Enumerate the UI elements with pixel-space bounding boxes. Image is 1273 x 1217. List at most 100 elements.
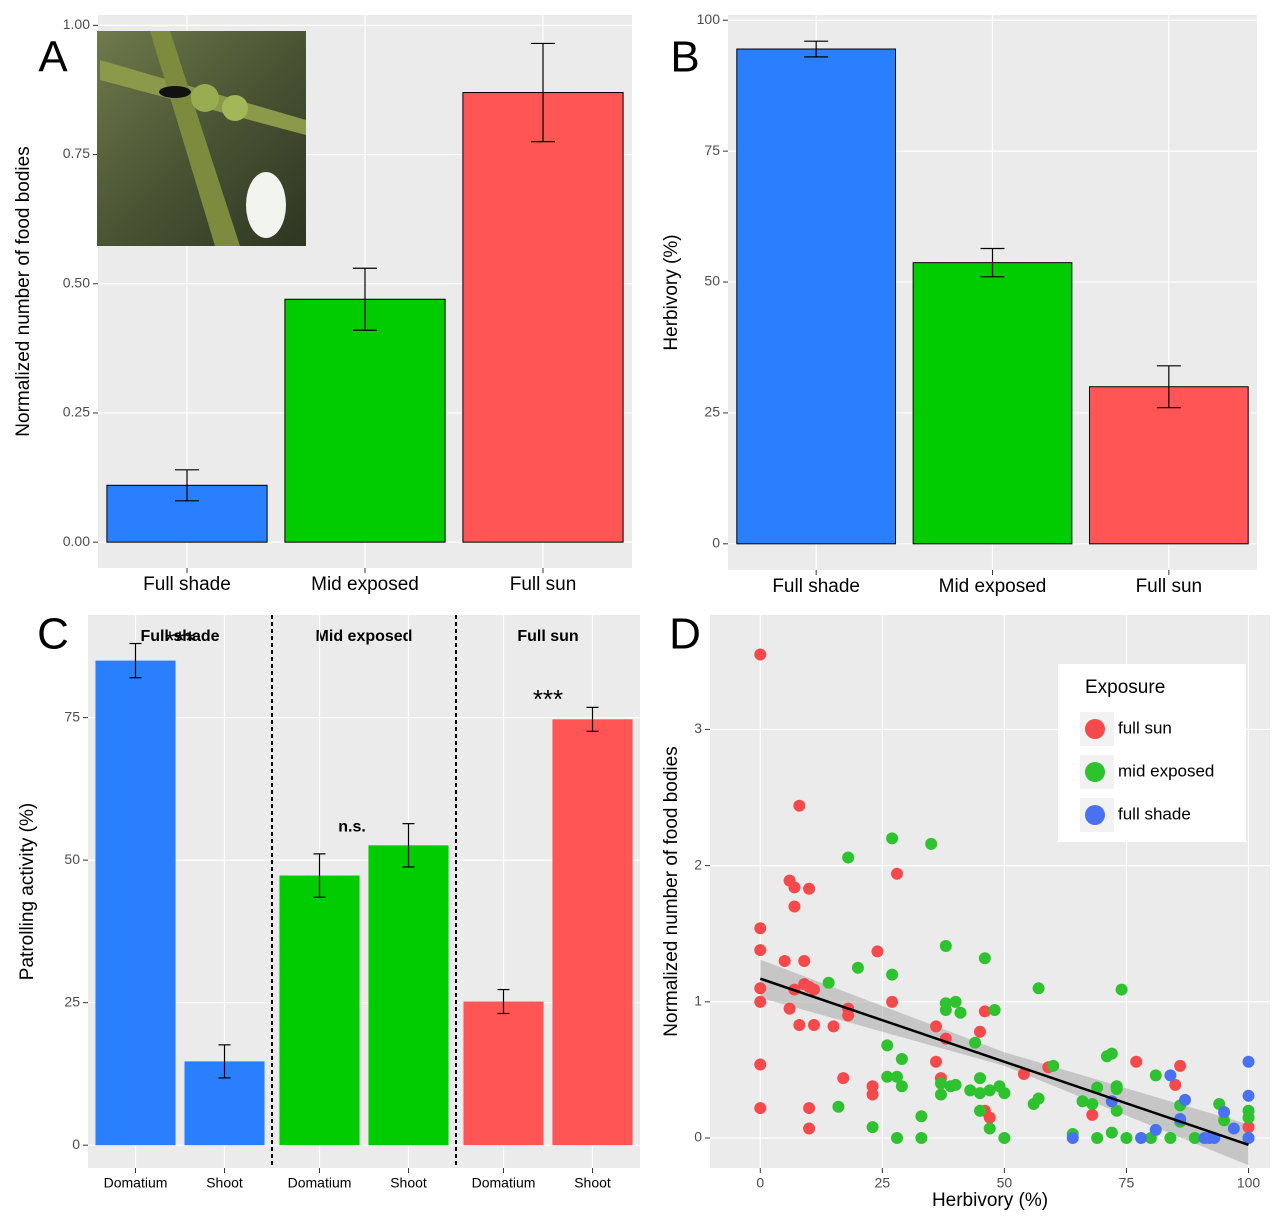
bar [285, 299, 445, 542]
point [1067, 1132, 1079, 1144]
point [1164, 1069, 1176, 1081]
x-tick-label: 100 [1237, 1175, 1261, 1191]
y-axis-title: Herbivory (%) [661, 234, 682, 350]
photo-bud [246, 172, 286, 238]
point [793, 800, 805, 812]
point [828, 1020, 840, 1032]
y-tick-label: 50 [64, 851, 80, 867]
x-tick-label: Mid exposed [939, 576, 1047, 597]
point [915, 1110, 927, 1122]
point [896, 1080, 908, 1092]
y-axis-title: Patrolling activity (%) [17, 803, 38, 980]
y-tick-label: 1 [694, 993, 702, 1009]
point [1218, 1106, 1230, 1118]
point [754, 944, 766, 956]
x-axis-title: Herbivory (%) [932, 1190, 1048, 1211]
point [1106, 1127, 1118, 1139]
facet-label: Mid exposed [316, 628, 413, 645]
point [1106, 1048, 1118, 1060]
point [803, 1102, 815, 1114]
bar [1089, 387, 1248, 544]
y-tick-label: 0.75 [63, 145, 90, 161]
y-tick-label: 1.00 [63, 16, 90, 32]
y-tick-label: 75 [64, 708, 80, 724]
point [1086, 1098, 1098, 1110]
photo-node [191, 84, 219, 112]
point [867, 1088, 879, 1100]
point [808, 984, 820, 996]
point [842, 851, 854, 863]
x-tick-label: Domatium [288, 1175, 352, 1191]
point [803, 1123, 815, 1135]
legend-swatch [1085, 805, 1105, 825]
point [1243, 1105, 1255, 1117]
point [950, 1079, 962, 1091]
point [891, 1132, 903, 1144]
point [1091, 1132, 1103, 1144]
x-tick-label: 75 [1119, 1175, 1135, 1191]
x-tick-label: Domatium [472, 1175, 536, 1191]
point [989, 1004, 1001, 1016]
point [808, 1019, 820, 1031]
point [974, 1072, 986, 1084]
point [979, 952, 991, 964]
legend-label: full shade [1118, 804, 1191, 823]
x-tick-label: 0 [756, 1175, 764, 1191]
y-tick-label: 0.50 [63, 274, 90, 290]
point [1228, 1123, 1240, 1135]
panel-label: C [37, 610, 69, 659]
point [886, 969, 898, 981]
photo-ant [159, 86, 191, 98]
bar [95, 661, 175, 1146]
point [930, 1056, 942, 1068]
point [1135, 1132, 1147, 1144]
x-tick-label: Full shade [143, 574, 231, 595]
point [803, 883, 815, 895]
legend-swatch [1085, 762, 1105, 782]
legend-swatch [1085, 719, 1105, 739]
y-tick-label: 75 [704, 142, 720, 158]
point [1033, 982, 1045, 994]
point [954, 1007, 966, 1019]
point [788, 881, 800, 893]
point [940, 1004, 952, 1016]
legend-title: Exposure [1085, 677, 1165, 698]
bar [552, 719, 632, 1145]
point [935, 1088, 947, 1100]
bar [279, 876, 359, 1146]
panel-label: A [38, 33, 68, 82]
point [984, 1112, 996, 1124]
bar [913, 263, 1072, 544]
point [1179, 1094, 1191, 1106]
point [1150, 1124, 1162, 1136]
point [1130, 1056, 1142, 1068]
point [798, 955, 810, 967]
x-tick-label: Shoot [390, 1175, 427, 1191]
point [998, 1132, 1010, 1144]
photo-node [222, 95, 248, 121]
y-tick-label: 0 [694, 1129, 702, 1145]
panel-label: B [670, 33, 699, 82]
y-axis-title: Normalized number of food bodies [661, 746, 682, 1036]
point [925, 838, 937, 850]
point [950, 996, 962, 1008]
point [788, 900, 800, 912]
point [1243, 1056, 1255, 1068]
point [974, 1105, 986, 1117]
bar [463, 1002, 543, 1146]
y-tick-label: 50 [704, 273, 720, 289]
point [886, 996, 898, 1008]
x-tick-label: Full sun [510, 574, 577, 595]
point [832, 1101, 844, 1113]
y-tick-label: 25 [704, 404, 720, 420]
point [891, 868, 903, 880]
y-tick-label: 25 [64, 993, 80, 1009]
point [1150, 1069, 1162, 1081]
point [754, 1102, 766, 1114]
point [837, 1072, 849, 1084]
point [886, 832, 898, 844]
legend-label: full sun [1118, 718, 1172, 737]
x-tick-label: 25 [875, 1175, 891, 1191]
figure: 0.000.250.500.751.00Normalized number of… [0, 0, 1273, 1217]
y-tick-label: 0.25 [63, 404, 90, 420]
